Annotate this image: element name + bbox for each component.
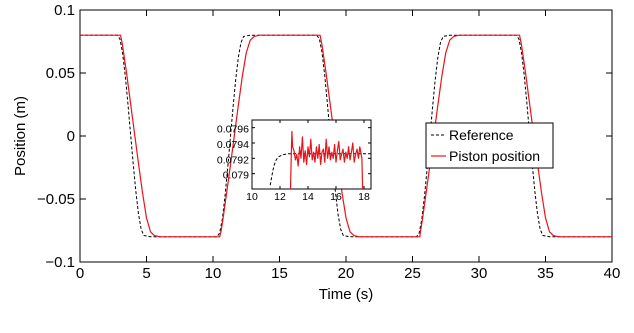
inset-x-tick-label: 12 (274, 191, 286, 203)
inset-plot: 10 12 14 16 18 0.079 0.0792 0.0794 0.0796 (217, 119, 372, 203)
inset-x-tick-label: 16 (330, 191, 342, 203)
main-x-tick-label: 20 (338, 265, 355, 282)
main-y-tick-label: 0.1 (54, 2, 75, 19)
inset-y-tick-label: 0.0794 (217, 139, 249, 151)
x-axis-label: Time (s) (319, 286, 373, 303)
main-x-tick-label: 25 (404, 265, 421, 282)
main-y-tick-label: −0.1 (45, 254, 75, 271)
main-ticks-group: 0 5 10 15 20 25 30 35 40 −0.1 −0.05 0 0.05 0.1 (37, 2, 620, 282)
inset-series-line-reference (269, 153, 371, 186)
main-y-tick-label: 0 (67, 128, 75, 145)
inset-series-line-piston (289, 130, 364, 189)
inset-ticks-group: 10 12 14 16 18 0.079 0.0792 0.0794 0.0796 (217, 120, 371, 203)
inset-x-tick-label: 10 (246, 191, 258, 203)
inset-y-tick-label: 0.0796 (217, 124, 249, 136)
main-x-tick-label: 35 (537, 265, 554, 282)
main-x-tick-label: 30 (471, 265, 488, 282)
y-axis-label: Position (m) (12, 96, 29, 176)
inset-x-tick-label: 14 (302, 191, 314, 203)
inset-series-group (269, 130, 371, 189)
main-x-tick-label: 0 (76, 265, 84, 282)
main-x-tick-label: 5 (142, 265, 150, 282)
legend: Reference Piston position (425, 122, 554, 169)
inset-y-tick-label: 0.079 (223, 170, 249, 182)
main-y-tick-label: −0.05 (37, 191, 75, 208)
main-y-tick-label: 0.05 (46, 65, 75, 82)
inset-y-tick-label: 0.0792 (217, 154, 249, 166)
main-x-tick-label: 40 (604, 265, 621, 282)
main-x-tick-label: 15 (271, 265, 288, 282)
legend-label-reference: Reference (449, 127, 514, 143)
main-x-tick-label: 10 (205, 265, 222, 282)
legend-box (425, 122, 554, 169)
inset-x-tick-label: 18 (358, 191, 370, 203)
legend-label-piston: Piston position (449, 148, 540, 164)
